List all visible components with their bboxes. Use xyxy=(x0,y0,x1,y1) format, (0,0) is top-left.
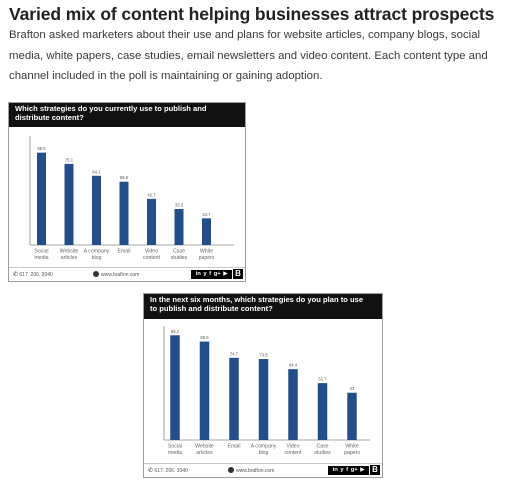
bar xyxy=(317,383,328,440)
google-plus-icon: g+ xyxy=(350,467,358,473)
category-label: A company xyxy=(251,444,277,450)
category-label: White xyxy=(345,444,358,450)
category-label: Case xyxy=(316,444,328,450)
category-label: media xyxy=(168,450,182,456)
data-label: 51.7 xyxy=(318,377,327,382)
category-label: blog xyxy=(259,450,269,456)
data-label: 64.4 xyxy=(289,363,298,368)
category-label: papers xyxy=(199,255,215,261)
category-label: Social xyxy=(34,249,48,255)
globe-icon xyxy=(93,271,99,277)
google-plus-icon: g+ xyxy=(213,271,221,277)
globe-icon xyxy=(228,467,234,473)
category-label: studies xyxy=(171,255,188,261)
category-label: media xyxy=(34,255,48,261)
category-label: Social xyxy=(168,444,182,450)
article-paragraph: Brafton asked marketers about their use … xyxy=(9,29,488,82)
phone-icon: ✆ xyxy=(148,468,154,474)
bar xyxy=(92,175,101,245)
footer-website: www.brafton.com xyxy=(93,271,139,278)
category-label: Video xyxy=(145,249,158,255)
chart-title: Which strategies do you currently use to… xyxy=(9,103,245,127)
category-label: Email xyxy=(118,249,131,255)
twitter-icon: y xyxy=(340,467,344,473)
bar xyxy=(288,369,298,440)
data-label: 43 xyxy=(350,386,355,391)
data-label: 74.7 xyxy=(230,351,239,356)
website-text: www.brafton.com xyxy=(101,272,140,278)
article-heading: Varied mix of content helping businesses… xyxy=(9,4,495,24)
category-label: blog xyxy=(92,255,102,261)
bar xyxy=(147,198,156,245)
linkedin-icon: in xyxy=(332,467,338,473)
bar xyxy=(119,181,129,245)
data-label: 95.2 xyxy=(171,329,180,334)
category-label: Email xyxy=(228,444,241,450)
twitter-icon: y xyxy=(203,271,207,277)
footer-website: www.brafton.com xyxy=(228,467,274,474)
bar xyxy=(202,218,211,245)
category-label: articles xyxy=(196,450,213,456)
bar xyxy=(229,357,239,440)
category-label: White xyxy=(200,249,213,255)
category-label: Case xyxy=(173,249,185,255)
category-label: articles xyxy=(61,255,78,261)
youtube-icon: ▶ xyxy=(223,271,228,277)
category-label: content xyxy=(143,255,161,261)
bar xyxy=(170,335,180,440)
footer-phone: ✆ 617. 206. 3040 xyxy=(148,467,188,474)
facebook-icon: f xyxy=(209,271,212,277)
social-icons: in y f g+ ▶ xyxy=(328,466,369,475)
bar xyxy=(258,359,269,440)
data-label: 85.5 xyxy=(37,146,46,151)
bar xyxy=(64,163,74,245)
website-text: www.brafton.com xyxy=(236,468,275,474)
footer-phone: ✆ 617. 206. 3040 xyxy=(13,271,53,278)
category-label: studies xyxy=(314,450,331,456)
social-icons: in y f g+ ▶ xyxy=(191,270,232,279)
chart-panel-current: Which strategies do you currently use to… xyxy=(8,102,246,282)
data-label: 75.1 xyxy=(65,157,74,162)
data-label: 58.6 xyxy=(120,175,129,180)
data-label: 33.3 xyxy=(175,203,184,208)
category-label: Website xyxy=(60,249,79,255)
data-label: 42.7 xyxy=(147,192,156,197)
brand-logo: B xyxy=(233,269,243,279)
phone-icon: ✆ xyxy=(13,272,19,278)
category-label: A company xyxy=(84,249,110,255)
bar xyxy=(37,152,46,245)
data-label: 64.1 xyxy=(92,169,101,174)
chart-footer: ✆ 617. 206. 3040 www.brafton.com in y f g+ ▶… xyxy=(144,463,382,477)
category-label: Video xyxy=(286,444,299,450)
category-label: Website xyxy=(195,444,214,450)
data-label: 73.6 xyxy=(259,353,268,358)
category-label: papers xyxy=(344,450,360,456)
youtube-icon: ▶ xyxy=(360,467,365,473)
bar xyxy=(174,209,184,245)
bar xyxy=(347,392,357,440)
brand-logo: B xyxy=(370,465,380,475)
chart-footer: ✆ 617. 206. 3040 www.brafton.com in y f g+ ▶… xyxy=(9,267,245,281)
facebook-icon: f xyxy=(346,467,349,473)
data-label: 89.5 xyxy=(200,335,209,340)
category-label: content xyxy=(284,450,302,456)
linkedin-icon: in xyxy=(195,271,201,277)
phone-number: 617. 206. 3040 xyxy=(154,468,188,474)
phone-number: 617. 206. 3040 xyxy=(19,272,53,278)
data-label: 24.7 xyxy=(202,212,211,217)
chart-panel-planned: In the next six months, which strategies… xyxy=(143,293,383,478)
bar xyxy=(199,341,210,440)
chart-title: In the next six months, which strategies… xyxy=(144,294,382,319)
